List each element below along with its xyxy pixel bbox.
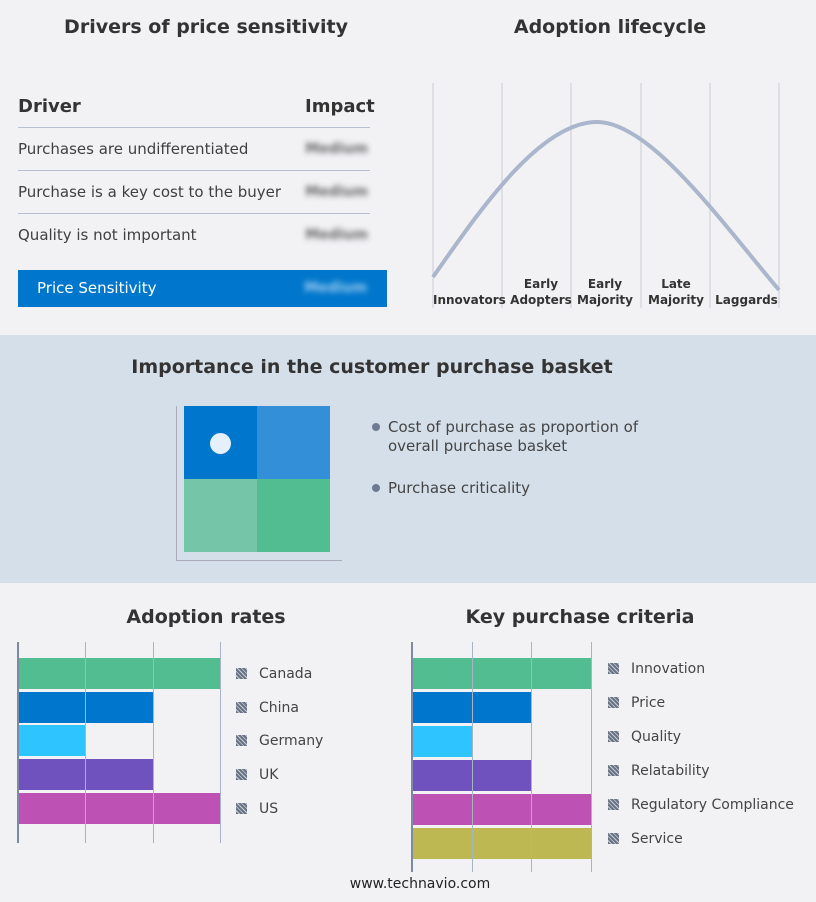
legend-item: Innovation: [608, 661, 705, 677]
legend-label: China: [259, 699, 299, 716]
lifecycle-curve: [431, 119, 781, 292]
legend-item: Relatability: [608, 763, 710, 779]
legend-item: Service: [608, 831, 683, 847]
legend-item: Price: [608, 695, 665, 711]
bar: [412, 658, 591, 689]
impact-header: Impact: [305, 96, 375, 117]
matrix-quadrant: [257, 479, 330, 552]
matrix-quadrant: [257, 406, 330, 479]
bullet-icon: [372, 484, 380, 492]
legend-item: Canada: [236, 666, 312, 682]
legend-label: Canada: [259, 666, 313, 682]
legend-label: Regulatory Compliance: [631, 797, 794, 813]
stage-label: Early Majority: [577, 277, 633, 307]
axis-line: [411, 642, 413, 872]
legend-swatch-icon: [608, 697, 619, 708]
basket-section: [0, 335, 816, 583]
bar: [412, 726, 472, 757]
legend-label: Germany: [259, 733, 324, 750]
bar: [412, 794, 591, 825]
legend-swatch-icon: [608, 833, 619, 844]
legend-swatch-icon: [608, 663, 619, 674]
legend-cost: Cost of purchase as proportion of overal…: [388, 418, 639, 455]
stage-label: Laggards: [715, 293, 778, 307]
legend-item: Quality: [608, 729, 681, 745]
gridline: [531, 642, 533, 872]
legend-swatch-icon: [236, 735, 247, 747]
legend-label: US: [259, 800, 279, 817]
impact-value: Medium: [305, 227, 368, 243]
driver-row: Purchases are undifferentiated Medium: [18, 127, 370, 170]
legend-swatch-icon: [608, 731, 619, 742]
matrix-axis-y: [176, 406, 177, 560]
gridline: [591, 642, 592, 872]
basket-title: Importance in the customer purchase bask…: [131, 356, 613, 378]
gridline: [220, 642, 221, 843]
legend-label: Innovation: [631, 661, 706, 677]
bar: [18, 725, 86, 757]
legend-swatch-icon: [608, 765, 619, 776]
impact-value: Medium: [305, 184, 368, 200]
legend-label: Service: [631, 831, 683, 847]
legend-label: Quality: [631, 729, 682, 745]
bar: [18, 792, 220, 824]
price-sensitivity-bar: Price Sensitivity Medium: [18, 270, 387, 307]
stage-label: Innovators: [433, 293, 506, 307]
legend-item: Germany: [236, 733, 323, 749]
legend-item: Regulatory Compliance: [608, 797, 794, 813]
lifecycle-chart: [431, 83, 781, 308]
position-marker: [210, 433, 231, 454]
impact-value: Medium: [305, 141, 368, 157]
legend-swatch-icon: [236, 769, 247, 781]
gridline: [471, 642, 473, 872]
legend-swatch-icon: [236, 701, 247, 713]
footer-url: www.technavio.com: [349, 876, 491, 892]
legend-criticality: Purchase criticality: [388, 479, 531, 497]
summary-label: Price Sensitivity: [37, 279, 157, 297]
bar: [18, 658, 220, 689]
legend-item: UK: [236, 767, 278, 783]
legend-label: UK: [259, 767, 279, 784]
driver-label: Purchase is a key cost to the buyer: [18, 183, 282, 201]
legend-label: Price: [631, 695, 666, 711]
drivers-title: Drivers of price sensitivity: [64, 16, 348, 38]
kpc-title: Key purchase criteria: [465, 606, 695, 628]
adoption-title: Adoption rates: [126, 606, 286, 628]
legend-swatch-icon: [236, 802, 247, 814]
matrix-axis-x: [176, 560, 342, 561]
driver-row: Quality is not important Medium: [18, 213, 370, 256]
gridline: [152, 642, 154, 843]
legend-item: China: [236, 700, 299, 716]
legend-item: US: [236, 801, 278, 817]
legend-label: Relatability: [631, 763, 710, 779]
matrix-quadrant: [184, 479, 257, 552]
driver-header: Driver: [18, 96, 81, 117]
lifecycle-title: Adoption lifecycle: [513, 16, 707, 38]
legend-swatch-icon: [608, 799, 619, 810]
driver-row: Purchase is a key cost to the buyer Mediu…: [18, 170, 370, 213]
gridline: [85, 642, 87, 843]
axis-line: [17, 642, 19, 843]
driver-label: Quality is not important: [18, 226, 197, 244]
stage-label: Early Adopters: [510, 277, 572, 307]
bar: [412, 828, 591, 859]
driver-label: Purchases are undifferentiated: [18, 140, 249, 158]
legend-swatch-icon: [236, 668, 247, 679]
bullet-icon: [372, 423, 380, 431]
stage-label: Late Majority: [648, 277, 704, 307]
summary-impact: Medium: [304, 280, 367, 296]
